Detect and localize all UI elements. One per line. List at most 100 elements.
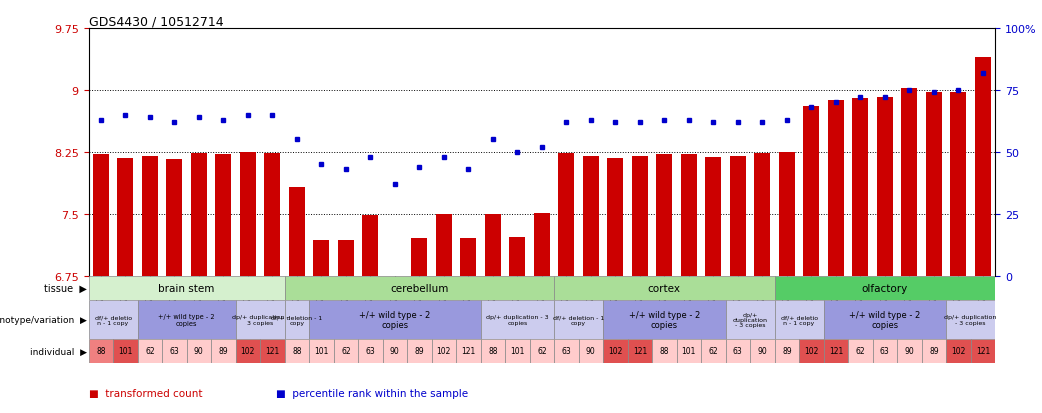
Bar <box>456 339 480 363</box>
Text: GDS4430 / 10512714: GDS4430 / 10512714 <box>89 16 223 29</box>
Bar <box>89 276 284 301</box>
Bar <box>554 301 603 339</box>
Text: dp/+ duplication - 3
copies: dp/+ duplication - 3 copies <box>486 314 549 325</box>
Bar <box>950 92 966 276</box>
Text: df/+ deletion - 1
copy: df/+ deletion - 1 copy <box>553 314 604 325</box>
Text: 62: 62 <box>341 347 351 356</box>
Bar <box>897 339 921 363</box>
Bar <box>235 339 260 363</box>
Bar <box>89 301 138 339</box>
Bar <box>872 339 897 363</box>
Bar <box>778 152 795 276</box>
Text: df/+ deletio
n - 1 copy: df/+ deletio n - 1 copy <box>780 314 818 325</box>
Bar <box>387 276 403 284</box>
Bar <box>240 152 255 276</box>
Text: individual  ▶: individual ▶ <box>30 347 88 356</box>
Text: brain stem: brain stem <box>158 283 215 293</box>
Text: 62: 62 <box>145 347 154 356</box>
Text: 121: 121 <box>266 347 279 356</box>
Bar <box>187 339 212 363</box>
Bar <box>163 339 187 363</box>
Text: dp/+ duplication -
3 copies: dp/+ duplication - 3 copies <box>231 314 289 325</box>
Text: +/+ wild type - 2
copies: +/+ wild type - 2 copies <box>158 313 215 326</box>
Text: +/+ wild type - 2
copies: +/+ wild type - 2 copies <box>628 310 700 329</box>
Bar <box>725 339 750 363</box>
Text: ■  percentile rank within the sample: ■ percentile rank within the sample <box>276 388 468 398</box>
Bar <box>823 301 946 339</box>
Bar <box>284 339 309 363</box>
Text: 63: 63 <box>562 347 571 356</box>
Text: 90: 90 <box>194 347 203 356</box>
Bar <box>461 239 476 276</box>
Text: 102: 102 <box>241 347 255 356</box>
Bar <box>754 154 770 276</box>
Bar <box>901 89 917 276</box>
Bar <box>89 339 114 363</box>
Text: ■  transformed count: ■ transformed count <box>89 388 202 398</box>
Text: 63: 63 <box>170 347 179 356</box>
Bar <box>382 339 407 363</box>
Bar <box>431 339 456 363</box>
Bar <box>216 155 231 276</box>
Text: 89: 89 <box>219 347 228 356</box>
Bar <box>118 159 133 276</box>
Bar <box>603 301 725 339</box>
Bar <box>485 214 501 276</box>
Bar <box>191 154 206 276</box>
Text: 62: 62 <box>855 347 865 356</box>
Bar <box>656 155 672 276</box>
Bar <box>701 339 725 363</box>
Text: cortex: cortex <box>648 283 680 293</box>
Text: 101: 101 <box>511 347 524 356</box>
Bar <box>680 155 697 276</box>
Bar <box>607 159 623 276</box>
Bar <box>578 339 603 363</box>
Bar <box>505 339 529 363</box>
Bar <box>314 240 329 276</box>
Text: 62: 62 <box>709 347 718 356</box>
Bar <box>582 157 599 276</box>
Text: 102: 102 <box>804 347 819 356</box>
Bar <box>921 339 946 363</box>
Text: 62: 62 <box>537 347 547 356</box>
Bar <box>114 339 138 363</box>
Bar <box>848 339 872 363</box>
Bar <box>750 339 774 363</box>
Bar <box>774 339 799 363</box>
Text: 63: 63 <box>366 347 375 356</box>
Text: tissue  ▶: tissue ▶ <box>45 283 88 293</box>
Text: dp/+ duplication
- 3 copies: dp/+ duplication - 3 copies <box>944 314 997 325</box>
Bar <box>309 301 480 339</box>
Text: +/+ wild type - 2
copies: +/+ wild type - 2 copies <box>849 310 920 329</box>
Bar <box>309 339 333 363</box>
Text: 89: 89 <box>783 347 792 356</box>
Text: genotype/variation  ▶: genotype/variation ▶ <box>0 315 88 324</box>
Text: 88: 88 <box>488 347 498 356</box>
Text: 63: 63 <box>733 347 743 356</box>
Text: 102: 102 <box>437 347 451 356</box>
Bar <box>946 301 995 339</box>
Bar <box>412 239 427 276</box>
Bar <box>235 301 284 339</box>
Bar <box>603 339 627 363</box>
Bar <box>142 157 157 276</box>
Bar <box>877 98 893 276</box>
Bar <box>729 157 746 276</box>
Text: 102: 102 <box>951 347 966 356</box>
Bar <box>774 276 995 301</box>
Bar <box>946 339 970 363</box>
Text: 89: 89 <box>929 347 939 356</box>
Bar <box>338 240 354 276</box>
Bar <box>705 157 721 276</box>
Text: 90: 90 <box>904 347 914 356</box>
Text: 63: 63 <box>880 347 890 356</box>
Bar <box>436 214 452 276</box>
Bar <box>970 339 995 363</box>
Bar <box>93 155 108 276</box>
Text: olfactory: olfactory <box>862 283 908 293</box>
Bar <box>260 339 284 363</box>
Bar <box>480 301 554 339</box>
Bar <box>407 339 431 363</box>
Text: 101: 101 <box>118 347 132 356</box>
Bar <box>559 154 574 276</box>
